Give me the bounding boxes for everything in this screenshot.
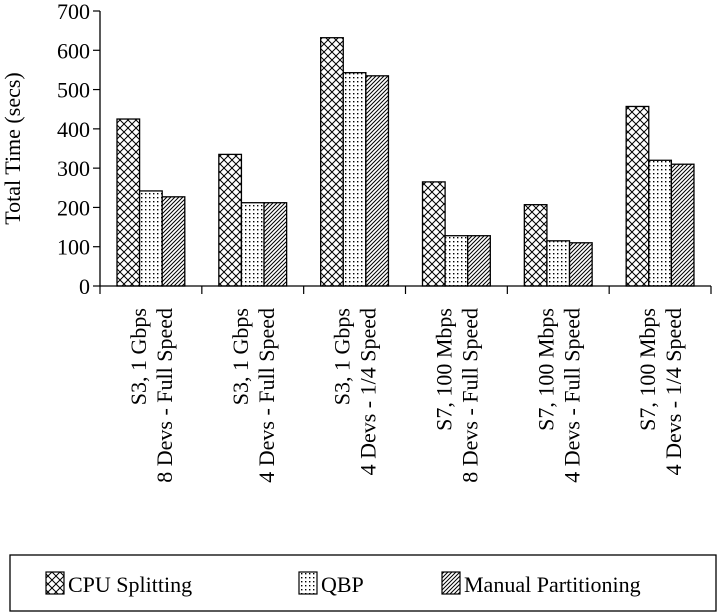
legend-box	[9, 554, 717, 612]
legend-label: Manual Partitioning	[464, 572, 641, 597]
legend-swatch	[45, 571, 65, 595]
bar-qbp	[240, 202, 265, 287]
category-label-line: S7, 100 Mbps	[635, 308, 660, 431]
bar-cpu-splitting	[421, 181, 446, 287]
bar-qbp	[546, 240, 571, 287]
category-label: S3, 1 Gbps4 Devs - Full Speed	[228, 308, 279, 483]
legend: CPU Splitting QBP Manual Partitioning	[9, 554, 717, 612]
y-axis-label: Total Time (secs)	[0, 72, 25, 224]
category-label: S7, 100 Mbps4 Devs - Full Speed	[533, 308, 584, 483]
y-tick-label: 400	[57, 117, 90, 142]
bar-cpu-splitting	[320, 37, 344, 287]
bar-manual-partitioning	[467, 235, 491, 287]
bar-manual-partitioning	[263, 202, 288, 287]
y-axis-ticks: 0 100 200 300 400 500 600 700	[57, 0, 100, 299]
y-tick-label: 700	[57, 0, 90, 24]
category-labels: S3, 1 Gbps8 Devs - Full Speed S3, 1 Gbps4…	[126, 308, 686, 483]
bar-cpu-splitting	[218, 153, 243, 287]
legend-swatch	[441, 571, 461, 595]
category-label-line: 4 Devs - 1/4 Speed	[661, 308, 686, 475]
y-tick-label: 300	[57, 156, 90, 181]
y-axis-label-group: Total Time (secs)	[0, 72, 25, 224]
category-label-line: 4 Devs - 1/4 Speed	[356, 308, 381, 475]
bar-manual-partitioning	[161, 196, 186, 287]
category-label-line: 8 Devs - Full Speed	[457, 308, 482, 483]
bar-qbp	[648, 159, 673, 287]
legend-swatch	[298, 571, 318, 595]
category-label: S7, 100 Mbps4 Devs - 1/4 Speed	[635, 308, 686, 475]
bar-cpu-splitting	[625, 105, 650, 287]
category-label-line: S3, 1 Gbps	[228, 308, 253, 405]
bar-cpu-splitting	[523, 204, 548, 287]
y-tick-label: 500	[57, 78, 90, 103]
bar-qbp	[138, 190, 163, 287]
legend-label: CPU Splitting	[68, 572, 192, 597]
y-tick-label: 600	[57, 38, 90, 63]
bar-manual-partitioning	[568, 242, 593, 287]
category-label: S3, 1 Gbps4 Devs - 1/4 Speed	[330, 308, 381, 475]
category-label-line: 4 Devs - Full Speed	[559, 308, 584, 483]
bar-qbp	[444, 235, 469, 287]
y-tick-label: 200	[57, 195, 90, 220]
y-tick-label: 100	[57, 235, 90, 260]
axes	[99, 11, 712, 294]
bar-manual-partitioning	[365, 75, 390, 287]
legend-label: QBP	[321, 572, 364, 597]
category-label-line: 4 Devs - Full Speed	[254, 308, 279, 483]
category-label-line: 8 Devs - Full Speed	[152, 308, 177, 483]
bar-qbp	[342, 72, 367, 287]
bar-manual-partitioning	[670, 163, 695, 287]
bar-cpu-splitting	[116, 118, 141, 287]
category-label: S7, 100 Mbps8 Devs - Full Speed	[431, 308, 482, 483]
y-tick-label: 0	[79, 274, 90, 299]
category-label-line: S7, 100 Mbps	[533, 308, 558, 431]
bars	[116, 37, 695, 287]
category-label-line: S3, 1 Gbps	[126, 308, 151, 405]
category-label: S3, 1 Gbps8 Devs - Full Speed	[126, 308, 177, 483]
category-label-line: S7, 100 Mbps	[431, 308, 456, 431]
category-label-line: S3, 1 Gbps	[330, 308, 355, 405]
